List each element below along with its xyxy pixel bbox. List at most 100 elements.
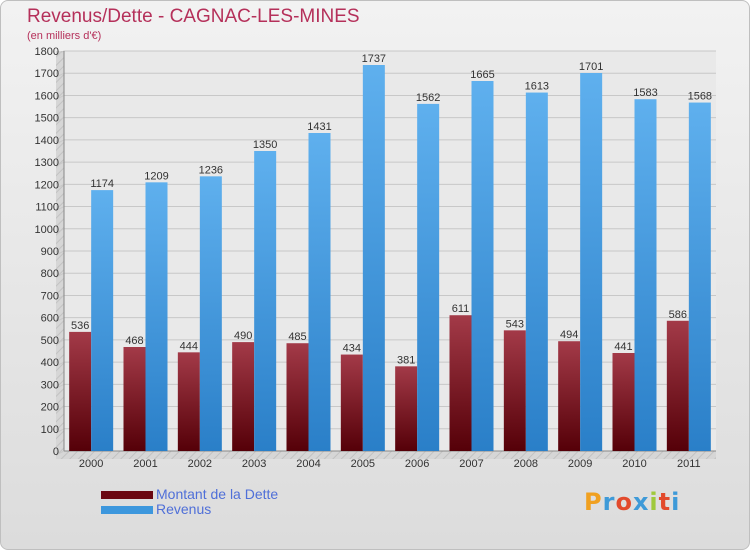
bar-revenus	[145, 182, 168, 452]
y-tick-label: 800	[41, 268, 59, 280]
y-gridline-wall	[55, 450, 65, 456]
y-gridline-wall	[55, 72, 65, 78]
bar-dette	[69, 331, 92, 451]
data-label-revenus: 1209	[144, 170, 168, 182]
data-label-revenus: 1350	[253, 139, 277, 151]
chart-title: Revenus/Dette - CAGNAC-LES-MINES	[27, 6, 360, 27]
data-label-dette: 485	[288, 331, 306, 343]
y-gridline-wall	[55, 406, 65, 412]
data-label-revenus: 1613	[525, 81, 549, 93]
x-tick-label: 2007	[459, 458, 483, 470]
chart-subtitle: (en milliers d'€)	[27, 30, 102, 42]
bar-revenus	[417, 103, 440, 451]
data-label-dette: 441	[614, 341, 632, 353]
bar-revenus	[91, 190, 114, 451]
y-tick-label: 700	[41, 290, 59, 302]
logo-letter: P	[584, 488, 603, 516]
gridlines	[55, 50, 716, 456]
data-label-revenus: 1737	[362, 53, 386, 65]
y-gridline-wall	[55, 339, 65, 345]
y-gridline-wall	[55, 117, 65, 123]
x-tick-label: 2008	[514, 458, 538, 470]
y-tick-label: 1200	[35, 179, 59, 191]
axes: 0 100 200 300 400 500 600 700 800 900 1000 1100 1200…	[35, 46, 716, 470]
x-tick-label: 2000	[79, 458, 103, 470]
data-label-dette: 490	[234, 330, 252, 342]
bar-dette	[177, 352, 200, 451]
x-tick-label: 2005	[351, 458, 375, 470]
y-gridline-wall	[55, 228, 65, 234]
y-gridline-wall	[55, 272, 65, 278]
y-gridline-wall	[55, 183, 65, 189]
y-gridline-wall	[55, 206, 65, 212]
logo-letter: r	[602, 488, 616, 516]
x-tick-label: 2010	[622, 458, 646, 470]
y-tick-label: 1600	[35, 90, 59, 102]
y-tick-label: 300	[41, 379, 59, 391]
x-tick-label: 2001	[133, 458, 157, 470]
x-tick-label: 2003	[242, 458, 266, 470]
bar-dette	[503, 330, 526, 451]
x-tick-label: 2004	[296, 458, 320, 470]
data-label-dette: 536	[71, 320, 89, 332]
bar-revenus	[525, 92, 548, 452]
bar-revenus	[634, 99, 657, 451]
bar-revenus	[199, 176, 222, 452]
data-label-dette: 611	[452, 303, 470, 315]
x-tick-label: 2009	[568, 458, 592, 470]
x-tick-label: 2006	[405, 458, 429, 470]
y-gridline-wall	[55, 428, 65, 434]
data-label-revenus: 1562	[416, 92, 440, 104]
data-label-dette: 444	[180, 340, 198, 352]
data-label-dette: 434	[343, 343, 361, 355]
y-gridline-wall	[55, 50, 65, 56]
logo-letter: o	[615, 488, 633, 516]
y-gridline-wall	[55, 161, 65, 167]
bar-dette	[612, 353, 635, 451]
data-label-revenus: 1174	[90, 178, 114, 190]
bar-revenus	[471, 81, 494, 451]
bar-dette	[395, 366, 418, 451]
bar-dette	[232, 342, 255, 451]
y-tick-label: 0	[53, 446, 59, 458]
data-label-revenus: 1665	[470, 69, 494, 81]
y-gridline-wall	[55, 139, 65, 145]
data-label-dette: 381	[397, 354, 415, 366]
legend-label-dette: Montant de la Dette	[156, 486, 279, 502]
x-tick-label: 2002	[188, 458, 212, 470]
legend-label-revenus: Revenus	[156, 501, 212, 517]
bar-revenus	[362, 65, 385, 451]
logo-letter: i	[649, 488, 659, 516]
logo-letter: t	[658, 488, 672, 516]
y-tick-label: 1000	[35, 224, 59, 236]
y-tick-label: 1800	[35, 46, 59, 58]
data-label-dette: 586	[669, 309, 687, 321]
legend-item-revenus: Revenus	[101, 502, 278, 517]
bar-revenus	[254, 151, 277, 451]
y-gridline-wall	[55, 294, 65, 300]
legend-swatch-revenus	[101, 506, 153, 514]
y-tick-label: 100	[41, 424, 59, 436]
y-tick-label: 1700	[35, 68, 59, 80]
plot-left-wall	[56, 51, 64, 451]
logo-letter: x	[632, 488, 650, 516]
y-gridline-wall	[55, 250, 65, 256]
bar-revenus	[688, 102, 711, 452]
y-tick-label: 1500	[35, 113, 59, 125]
data-label-dette: 468	[125, 335, 143, 347]
x-tick-label: 2011	[677, 458, 701, 470]
legend-item-dette: Montant de la Dette	[101, 487, 278, 502]
data-label-dette: 494	[560, 329, 578, 341]
y-tick-label: 900	[41, 246, 59, 258]
bar-dette	[666, 320, 689, 451]
y-gridline-wall	[55, 94, 65, 100]
logo-letter: i	[671, 488, 681, 516]
data-labels: 536 1174 468 1209 444 1236 490 1350 485 1431 434 17…	[71, 53, 712, 366]
y-gridline-wall	[55, 317, 65, 323]
bar-dette	[449, 315, 472, 451]
y-gridline-wall	[55, 361, 65, 367]
legend-swatch-dette	[101, 491, 153, 499]
bars	[69, 65, 711, 452]
bar-revenus	[308, 133, 331, 451]
